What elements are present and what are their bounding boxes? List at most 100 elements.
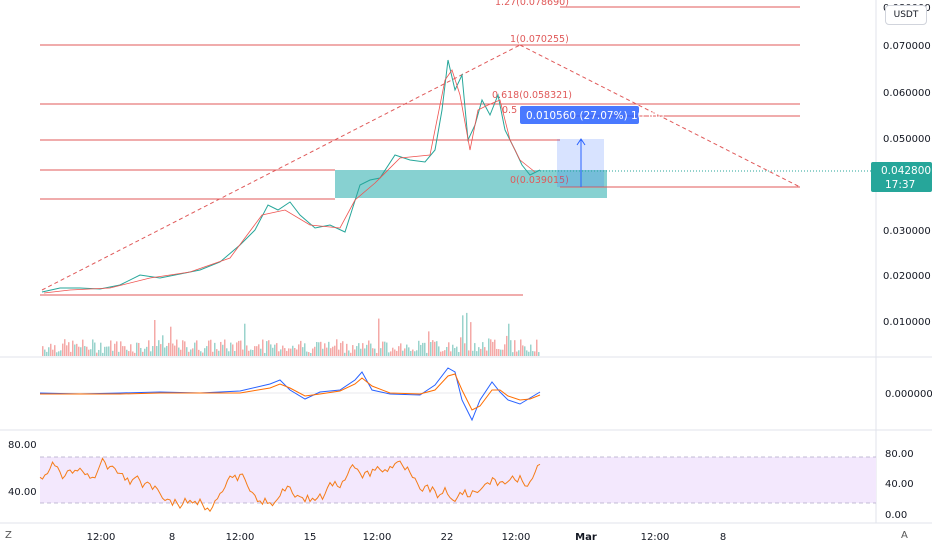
volume-bar (374, 348, 376, 356)
volume-bar (528, 351, 530, 356)
volume-bar (346, 343, 348, 356)
volume-bar (480, 348, 482, 356)
volume-bar (356, 346, 358, 356)
price-axis-label: 0.020000 (883, 271, 931, 282)
volume-bar (82, 339, 84, 356)
volume-bar (502, 349, 504, 356)
volume-bar (456, 346, 458, 356)
volume-bar (302, 347, 304, 356)
volume-bar (96, 352, 98, 356)
volume-bar (124, 346, 126, 356)
volume-bar (298, 344, 300, 356)
volume-bar (384, 341, 386, 356)
volume-bar (360, 348, 362, 356)
volume-bar (214, 342, 216, 356)
volume-bar (252, 349, 254, 356)
volume-bar (94, 342, 96, 356)
time-axis-label: 12:00 (641, 532, 670, 543)
volume-bar (176, 339, 178, 356)
volume-bar (132, 351, 134, 356)
volume-bar (500, 349, 502, 356)
volume-bar (220, 341, 222, 356)
volume-bar (430, 341, 432, 356)
volume-bar (200, 351, 202, 356)
rsi-pane[interactable] (39, 456, 876, 513)
volume-bar (512, 352, 514, 356)
volume-bar (228, 351, 230, 356)
volume-bar (116, 341, 118, 356)
volume-bar (240, 340, 242, 356)
volume-bar (192, 348, 194, 356)
measure-label-bg (520, 106, 639, 124)
volume-bar (242, 349, 244, 356)
volume-bar (130, 344, 132, 356)
volume-bar (426, 352, 428, 356)
volume-bar (320, 341, 322, 356)
volume-bar (206, 346, 208, 356)
volume-bar (460, 337, 462, 356)
volume-bar (472, 350, 474, 356)
volume-bar (198, 349, 200, 356)
volume-bar (524, 346, 526, 356)
volume-bar (510, 340, 512, 356)
time-axis[interactable]: 12:00 8 12:00 15 12:00 22 12:00 Mar 12:00 8 (87, 532, 727, 543)
volume-bar (398, 346, 400, 356)
volume-bar (86, 346, 88, 356)
volume-bar (42, 346, 44, 356)
last-price-countdown: 17:37 (885, 179, 915, 191)
volume-bar (454, 348, 456, 356)
volume-bar (202, 352, 204, 356)
volume-bar (144, 348, 146, 356)
zoom-button[interactable]: Z (5, 530, 12, 541)
volume-bar (324, 343, 326, 356)
volume-bar (372, 348, 374, 356)
volume-bar (60, 350, 62, 356)
volume-bar (392, 347, 394, 356)
volume-bar (72, 340, 74, 356)
volume-bar (236, 342, 238, 356)
volume-bar (140, 347, 142, 356)
volume-bar (76, 343, 78, 356)
volume-bar (316, 341, 318, 356)
volume-bar (486, 350, 488, 356)
volume-bar (530, 344, 532, 356)
volume-bar (474, 343, 476, 356)
volume-bar (100, 342, 102, 356)
volume-bar (216, 349, 218, 356)
volume-bar (152, 346, 154, 356)
volume-bar (312, 348, 314, 356)
volume-bar (344, 352, 346, 356)
volume-bar (154, 320, 156, 356)
volume-bar (166, 345, 168, 356)
volume-bar (492, 341, 494, 356)
volume-bar (292, 345, 294, 356)
volume-bar (326, 347, 328, 356)
volume-bar (84, 346, 86, 356)
volume-bar (402, 350, 404, 356)
volume-bar (340, 342, 342, 356)
time-axis-label: 15 (304, 532, 317, 543)
volume-bar (274, 344, 276, 356)
volume-bar (234, 351, 236, 356)
volume-bar (54, 345, 56, 356)
fib-retracement[interactable] (40, 6, 800, 296)
volume-bar (390, 351, 392, 356)
volume-bar (74, 344, 76, 356)
volume-bar (380, 348, 382, 356)
volume-bar (348, 350, 350, 356)
volume-bar (318, 342, 320, 356)
volume-bar (406, 344, 408, 356)
volume-bar (188, 351, 190, 356)
currency-selector-button[interactable]: USDT (885, 5, 927, 25)
volume-bar (498, 349, 500, 356)
volume-bar (164, 347, 166, 356)
price-axis-label: 0.030000 (883, 226, 931, 237)
volume-bar (180, 349, 182, 356)
support-zone[interactable] (335, 170, 607, 198)
volume-bar (520, 339, 522, 356)
volume-bar (382, 341, 384, 356)
volume-bar (70, 351, 72, 356)
macd-pane[interactable] (39, 367, 541, 422)
auto-scale-button[interactable]: A (901, 530, 908, 541)
